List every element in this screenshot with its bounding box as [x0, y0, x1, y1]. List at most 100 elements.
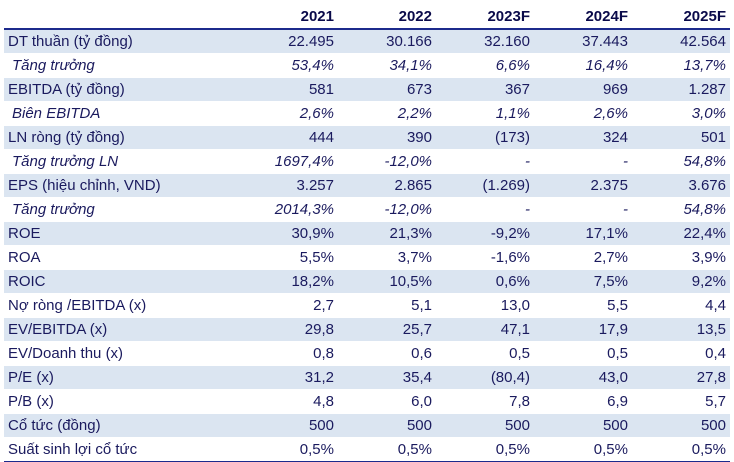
value-cell: (80,4) [436, 365, 534, 390]
value-cell: 1,1% [436, 101, 534, 126]
value-cell: - [534, 197, 632, 222]
value-cell: 3,7% [338, 245, 436, 270]
value-cell: 367 [436, 77, 534, 102]
table-row: ROIC 18,2% 10,5% 0,6% 7,5% 9,2% [4, 269, 730, 294]
row-label: EBITDA (tỷ đồng) [4, 77, 240, 102]
header-row: 2021 2022 2023F 2024F 2025F [4, 4, 730, 30]
value-cell: 18,2% [240, 269, 338, 294]
row-label: P/B (x) [4, 389, 240, 414]
value-cell: 501 [632, 125, 730, 150]
value-cell: (173) [436, 125, 534, 150]
row-label: ROIC [4, 269, 240, 294]
value-cell: 2014,3% [240, 197, 338, 222]
value-cell: 6,0 [338, 389, 436, 414]
value-cell: 53,4% [240, 53, 338, 78]
value-cell: 0,5 [534, 341, 632, 366]
header-year-2024f: 2024F [534, 4, 632, 30]
row-label: ROA [4, 245, 240, 270]
value-cell: 34,1% [338, 53, 436, 78]
value-cell: 22,4% [632, 221, 730, 246]
value-cell: 42.564 [632, 29, 730, 54]
value-cell: 0,6 [338, 341, 436, 366]
value-cell: 0,5% [338, 437, 436, 462]
table-body: DT thuần (tỷ đồng) 22.495 30.166 32.160 37.4… [4, 29, 730, 462]
value-cell: 47,1 [436, 317, 534, 342]
value-cell: 30.166 [338, 29, 436, 54]
row-label: Nợ ròng /EBITDA (x) [4, 293, 240, 318]
value-cell: 17,1% [534, 221, 632, 246]
value-cell: 6,6% [436, 53, 534, 78]
value-cell: 444 [240, 125, 338, 150]
table-row: P/E (x) 31,2 35,4 (80,4) 43,0 27,8 [4, 365, 730, 390]
value-cell: 0,6% [436, 269, 534, 294]
value-cell: 500 [338, 413, 436, 438]
value-cell: 54,8% [632, 197, 730, 222]
value-cell: 31,2 [240, 365, 338, 390]
table-row: Suất sinh lợi cổ tức 0,5% 0,5% 0,5% 0,5% 0,5% [4, 437, 730, 462]
value-cell: - [436, 197, 534, 222]
table-row: Tăng trưởng 53,4% 34,1% 6,6% 16,4% 13,7% [4, 53, 730, 78]
value-cell: 35,4 [338, 365, 436, 390]
value-cell: - [436, 149, 534, 174]
financial-summary-table: 2021 2022 2023F 2024F 2025F DT thuần (tỷ… [4, 4, 730, 462]
value-cell: 32.160 [436, 29, 534, 54]
value-cell: 673 [338, 77, 436, 102]
value-cell: 2,6% [534, 101, 632, 126]
value-cell: 5,5% [240, 245, 338, 270]
value-cell: 0,5% [436, 437, 534, 462]
value-cell: 500 [436, 413, 534, 438]
value-cell: 3,9% [632, 245, 730, 270]
table-row: EPS (hiệu chỉnh, VND) 3.257 2.865 (1.269) 2.… [4, 173, 730, 198]
value-cell: -12,0% [338, 149, 436, 174]
value-cell: 2.865 [338, 173, 436, 198]
value-cell: 2,7% [534, 245, 632, 270]
value-cell: 500 [240, 413, 338, 438]
table-row: Cổ tức (đồng) 500 500 500 500 500 [4, 413, 730, 438]
table-row: P/B (x) 4,8 6,0 7,8 6,9 5,7 [4, 389, 730, 414]
table-row: EV/EBITDA (x) 29,8 25,7 47,1 17,9 13,5 [4, 317, 730, 342]
value-cell: 17,9 [534, 317, 632, 342]
table-row: Biên EBITDA 2,6% 2,2% 1,1% 2,6% 3,0% [4, 101, 730, 126]
header-year-2023f: 2023F [436, 4, 534, 30]
value-cell: 37.443 [534, 29, 632, 54]
value-cell: 9,2% [632, 269, 730, 294]
value-cell: 7,8 [436, 389, 534, 414]
value-cell: -1,6% [436, 245, 534, 270]
value-cell: 13,7% [632, 53, 730, 78]
value-cell: 22.495 [240, 29, 338, 54]
value-cell: 0,4 [632, 341, 730, 366]
value-cell: 43,0 [534, 365, 632, 390]
value-cell: 7,5% [534, 269, 632, 294]
table-row: ROE 30,9% 21,3% -9,2% 17,1% 22,4% [4, 221, 730, 246]
value-cell: 324 [534, 125, 632, 150]
value-cell: -9,2% [436, 221, 534, 246]
value-cell: 2,7 [240, 293, 338, 318]
row-label: P/E (x) [4, 365, 240, 390]
value-cell: 6,9 [534, 389, 632, 414]
value-cell: 4,8 [240, 389, 338, 414]
value-cell: 2,2% [338, 101, 436, 126]
value-cell: 13,5 [632, 317, 730, 342]
value-cell: (1.269) [436, 173, 534, 198]
table-row: EBITDA (tỷ đồng) 581 673 367 969 1.287 [4, 77, 730, 102]
row-label: EPS (hiệu chỉnh, VND) [4, 173, 240, 198]
header-year-2025f: 2025F [632, 4, 730, 30]
value-cell: 5,1 [338, 293, 436, 318]
value-cell: - [534, 149, 632, 174]
value-cell: 54,8% [632, 149, 730, 174]
value-cell: 25,7 [338, 317, 436, 342]
value-cell: 21,3% [338, 221, 436, 246]
row-label: DT thuần (tỷ đồng) [4, 29, 240, 54]
value-cell: 1.287 [632, 77, 730, 102]
value-cell: 0,5% [240, 437, 338, 462]
value-cell: 5,7 [632, 389, 730, 414]
value-cell: 27,8 [632, 365, 730, 390]
header-label-cell [4, 4, 240, 30]
row-label: EV/EBITDA (x) [4, 317, 240, 342]
value-cell: 0,5% [534, 437, 632, 462]
value-cell: 4,4 [632, 293, 730, 318]
value-cell: -12,0% [338, 197, 436, 222]
table-row: DT thuần (tỷ đồng) 22.495 30.166 32.160 37.4… [4, 29, 730, 54]
value-cell: 500 [632, 413, 730, 438]
row-label: ROE [4, 221, 240, 246]
